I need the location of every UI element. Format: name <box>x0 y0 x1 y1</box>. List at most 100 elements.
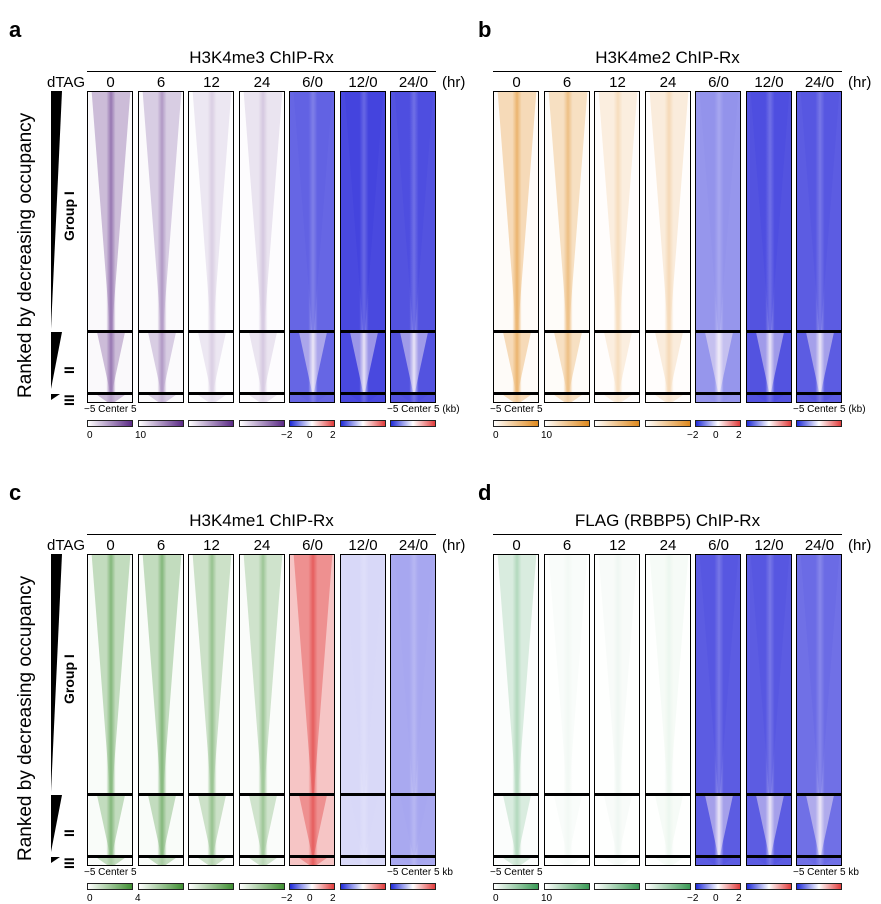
heatmap-image-6 <box>391 92 435 402</box>
heatmap-6 <box>390 91 436 403</box>
unit-label: (hr) <box>848 74 872 91</box>
heatmap-image-4 <box>696 92 740 402</box>
heatmap-5 <box>745 91 792 403</box>
heatmap-2 <box>188 91 234 403</box>
panel-letter: b <box>478 17 492 42</box>
heatmap-image-1 <box>138 92 183 402</box>
group-separator-1 <box>239 793 284 796</box>
column-label-5: 12/0 <box>754 537 784 554</box>
ranking-triangle-group-2 <box>51 332 62 389</box>
panel-b: b H3K4me2 ChIP-Rx (hr) 0 6 12 24 6/0 12/0 24/0 −5 … <box>406 0 881 441</box>
group-separator-2 <box>595 392 639 395</box>
column-label-2: 12 <box>203 74 220 91</box>
column-label-1: 6 <box>156 74 166 91</box>
group-separator-1 <box>391 793 435 796</box>
colorbar-2 <box>188 883 234 890</box>
heatmap-image-1 <box>544 92 589 402</box>
group-separator-2 <box>696 392 740 395</box>
group-separator-2 <box>290 855 334 858</box>
cbar-ratio-tick-0: −2 <box>281 893 293 904</box>
column-label-4: 6/0 <box>302 537 323 554</box>
colorbar-1 <box>137 883 184 890</box>
column-label-4: 6/0 <box>708 537 729 554</box>
group-separator-2 <box>746 855 791 858</box>
cbar-ratio-tick-2: 2 <box>330 430 336 441</box>
heatmap-5 <box>745 554 792 866</box>
group-separator-1 <box>138 330 183 333</box>
heatmap-image-0 <box>494 555 538 865</box>
group-separator-1 <box>595 793 639 796</box>
unit-label: (hr) <box>848 537 872 554</box>
column-label-1: 6 <box>156 537 166 554</box>
heatmap-image-5 <box>746 555 791 865</box>
colorbar-0 <box>493 420 539 427</box>
cbar-ratio-tick-1: 0 <box>307 430 313 441</box>
cbar-signal-tick-min: 0 <box>87 893 93 904</box>
x-axis-label-right: −5 Center 5 (kb) <box>793 404 866 415</box>
column-label-0: 0 <box>106 537 115 554</box>
group-separator-2 <box>138 392 183 395</box>
heatmap-image-0 <box>88 555 132 865</box>
cbar-signal-tick-max: 10 <box>541 893 553 904</box>
title-rule <box>493 71 842 72</box>
group-separator-1 <box>544 793 589 796</box>
colorbar-6 <box>390 420 436 427</box>
heatmap-4 <box>289 554 335 866</box>
group-separator-2 <box>595 855 639 858</box>
heatmap-image-4 <box>290 92 334 402</box>
colorbar-4 <box>695 883 741 890</box>
group-label-3: III <box>61 857 77 869</box>
colorbar-6 <box>796 420 842 427</box>
cbar-signal-tick-min: 0 <box>87 430 93 441</box>
colorbar-2 <box>188 420 234 427</box>
ranked-axis-label: Ranked by decreasing occupancy <box>15 112 36 398</box>
group-separator-1 <box>189 793 233 796</box>
colorbar-5 <box>745 883 792 890</box>
colorbar-2 <box>594 420 640 427</box>
panel-c: c H3K4me1 ChIP-Rx dTAG (hr) Ranked by decrea… <box>0 463 465 904</box>
group-separator-1 <box>189 330 233 333</box>
cbar-signal-tick-max: 10 <box>135 430 147 441</box>
heatmap-3 <box>238 91 285 403</box>
heatmap-0 <box>493 91 539 403</box>
heatmap-0 <box>493 554 539 866</box>
column-label-5: 12/0 <box>348 537 378 554</box>
heatmap-image-0 <box>494 92 538 402</box>
unit-label: (hr) <box>442 537 466 554</box>
group-separator-2 <box>696 855 740 858</box>
group-separator-1 <box>544 330 589 333</box>
cbar-ratio-tick-1: 0 <box>713 430 719 441</box>
heatmap-3 <box>238 554 285 866</box>
group-separator-1 <box>391 330 435 333</box>
heatmap-2 <box>188 554 234 866</box>
heatmap-image-1 <box>544 555 589 865</box>
colorbar-5 <box>339 883 386 890</box>
colorbar-6 <box>796 883 842 890</box>
group-label-1: Group I <box>61 191 77 241</box>
panel-title: H3K4me2 ChIP-Rx <box>595 48 740 67</box>
colorbar-4 <box>695 420 741 427</box>
group-separator-1 <box>696 330 740 333</box>
column-label-3: 24 <box>659 74 677 91</box>
panel-letter: d <box>478 480 492 505</box>
heatmap-6 <box>796 554 842 866</box>
heatmap-1 <box>137 91 184 403</box>
cbar-ratio-tick-1: 0 <box>713 893 719 904</box>
group-separator-2 <box>797 855 841 858</box>
cbar-ratio-tick-2: 2 <box>736 893 742 904</box>
group-separator-2 <box>494 855 538 858</box>
group-separator-2 <box>391 392 435 395</box>
column-label-0: 0 <box>512 74 521 91</box>
heatmap-0 <box>87 91 133 403</box>
heatmap-image-4 <box>290 555 334 865</box>
colorbar-0 <box>87 883 133 890</box>
panel-letter: c <box>9 480 22 505</box>
colorbar-1 <box>543 883 590 890</box>
group-separator-2 <box>88 392 132 395</box>
group-separator-2 <box>88 855 132 858</box>
column-label-3: 24 <box>253 537 271 554</box>
group-separator-1 <box>239 330 284 333</box>
cbar-ratio-tick-2: 2 <box>330 893 336 904</box>
group-separator-2 <box>645 855 690 858</box>
heatmap-1 <box>543 91 590 403</box>
